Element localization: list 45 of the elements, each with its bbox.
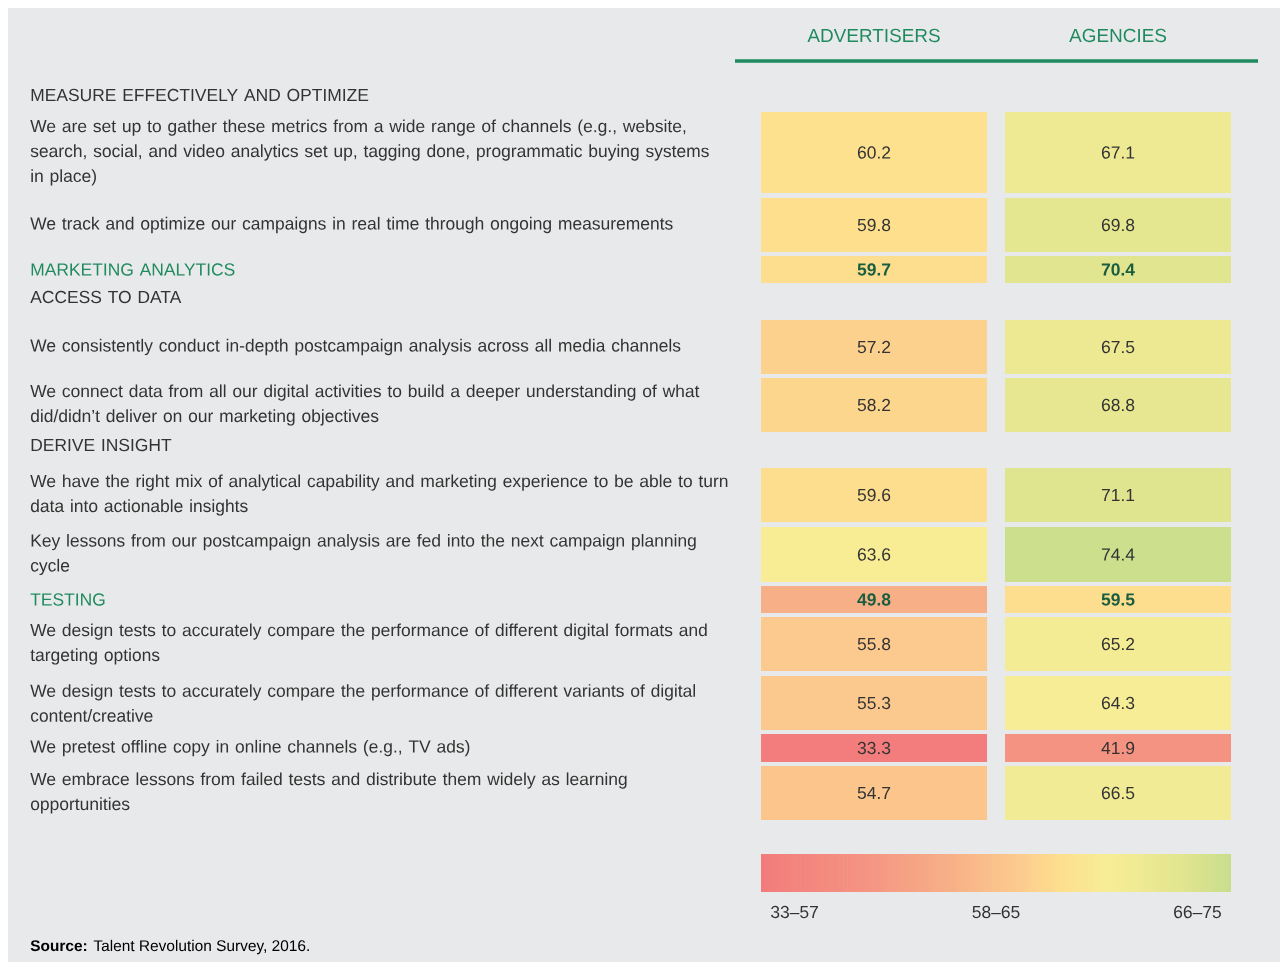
data-label: 74.4 [1101,548,1135,561]
data-label: 59.6 [857,488,891,502]
y-tick-label: We consistently conduct in-depth postcampaign analysis across all media channels [30,338,681,356]
data-label: 58.2 [857,398,891,412]
y-tick-label: We have the right mix of analytical capability and marketing experience to be able to turn data into actionable insights [30,474,728,516]
y-tick-label: We connect data from all our digital activities to build a deeper understanding of what did/didn’t deliver on our marketing objectives [30,384,700,426]
color-bar-label: 33–57 [771,905,818,919]
data-label: 59.5 [1101,593,1135,606]
y-tick-label: We design tests to accurately compare the performance of different digital formats and targeting options [30,623,707,665]
data-label: 68.8 [1101,398,1135,412]
data-label: 66.5 [1101,786,1135,800]
y-tick-label: MARKETING ANALYTICS [31,263,235,276]
data-label: 59.8 [857,218,891,232]
y-tick-label: We design tests to accurately compare the performance of different variants of digital content/creative [30,684,696,722]
data-label: 67.1 [1101,146,1135,159]
data-label: 63.6 [857,548,891,561]
y-tick-label: DERIVE INSIGHT [31,438,172,452]
y-tick-label: We track and optimize our campaigns in real time through ongoing measurements [30,216,673,234]
y-tick-label: We embrace lessons from failed tests and distribute them widely as learning opportunities [30,772,627,814]
data-label: 55.3 [857,696,891,710]
data-label: 69.8 [1101,218,1135,232]
data-label: 57.2 [857,340,891,354]
y-tick-label: MEASURE EFFECTIVELY AND OPTIMIZE [31,88,369,102]
data-label: 67.5 [1101,340,1135,354]
text: Source: Talent Revolution Survey, 2016. [30,939,309,955]
y-tick-label: We are set up to gather these metrics from a wide range of channels (e.g., website, search, social, and video analytics set up, tagging done, programmatic buying systems in place) [30,119,709,186]
y-tick-label: Key lessons from our postcampaign analysis are fed into the next campaign planning cycle [30,533,696,576]
data-label: 41.9 [1101,741,1135,755]
color-bar-label: 58–65 [972,905,1020,919]
y-tick-label: ACCESS TO DATA [30,290,182,304]
x-tick-label: AGENCIES [1069,28,1167,43]
data-label: 59.7 [857,263,891,276]
y-tick-label: TESTING [30,593,105,606]
data-label: 70.4 [1101,263,1135,276]
data-label: 65.2 [1101,637,1135,651]
data-label: 60.2 [857,146,891,159]
y-tick-label: We pretest offline copy in online channels (e.g., TV ads) [30,739,470,757]
data-label: 49.8 [857,593,891,606]
data-label: 71.1 [1101,489,1135,501]
data-label: 64.3 [1101,696,1135,710]
data-label: 55.8 [857,637,891,651]
color-bar-label: 66–75 [1174,905,1221,919]
x-tick-label: ADVERTISERS [807,28,940,43]
data-label: 33.3 [857,741,891,755]
data-label: 54.7 [857,786,891,800]
